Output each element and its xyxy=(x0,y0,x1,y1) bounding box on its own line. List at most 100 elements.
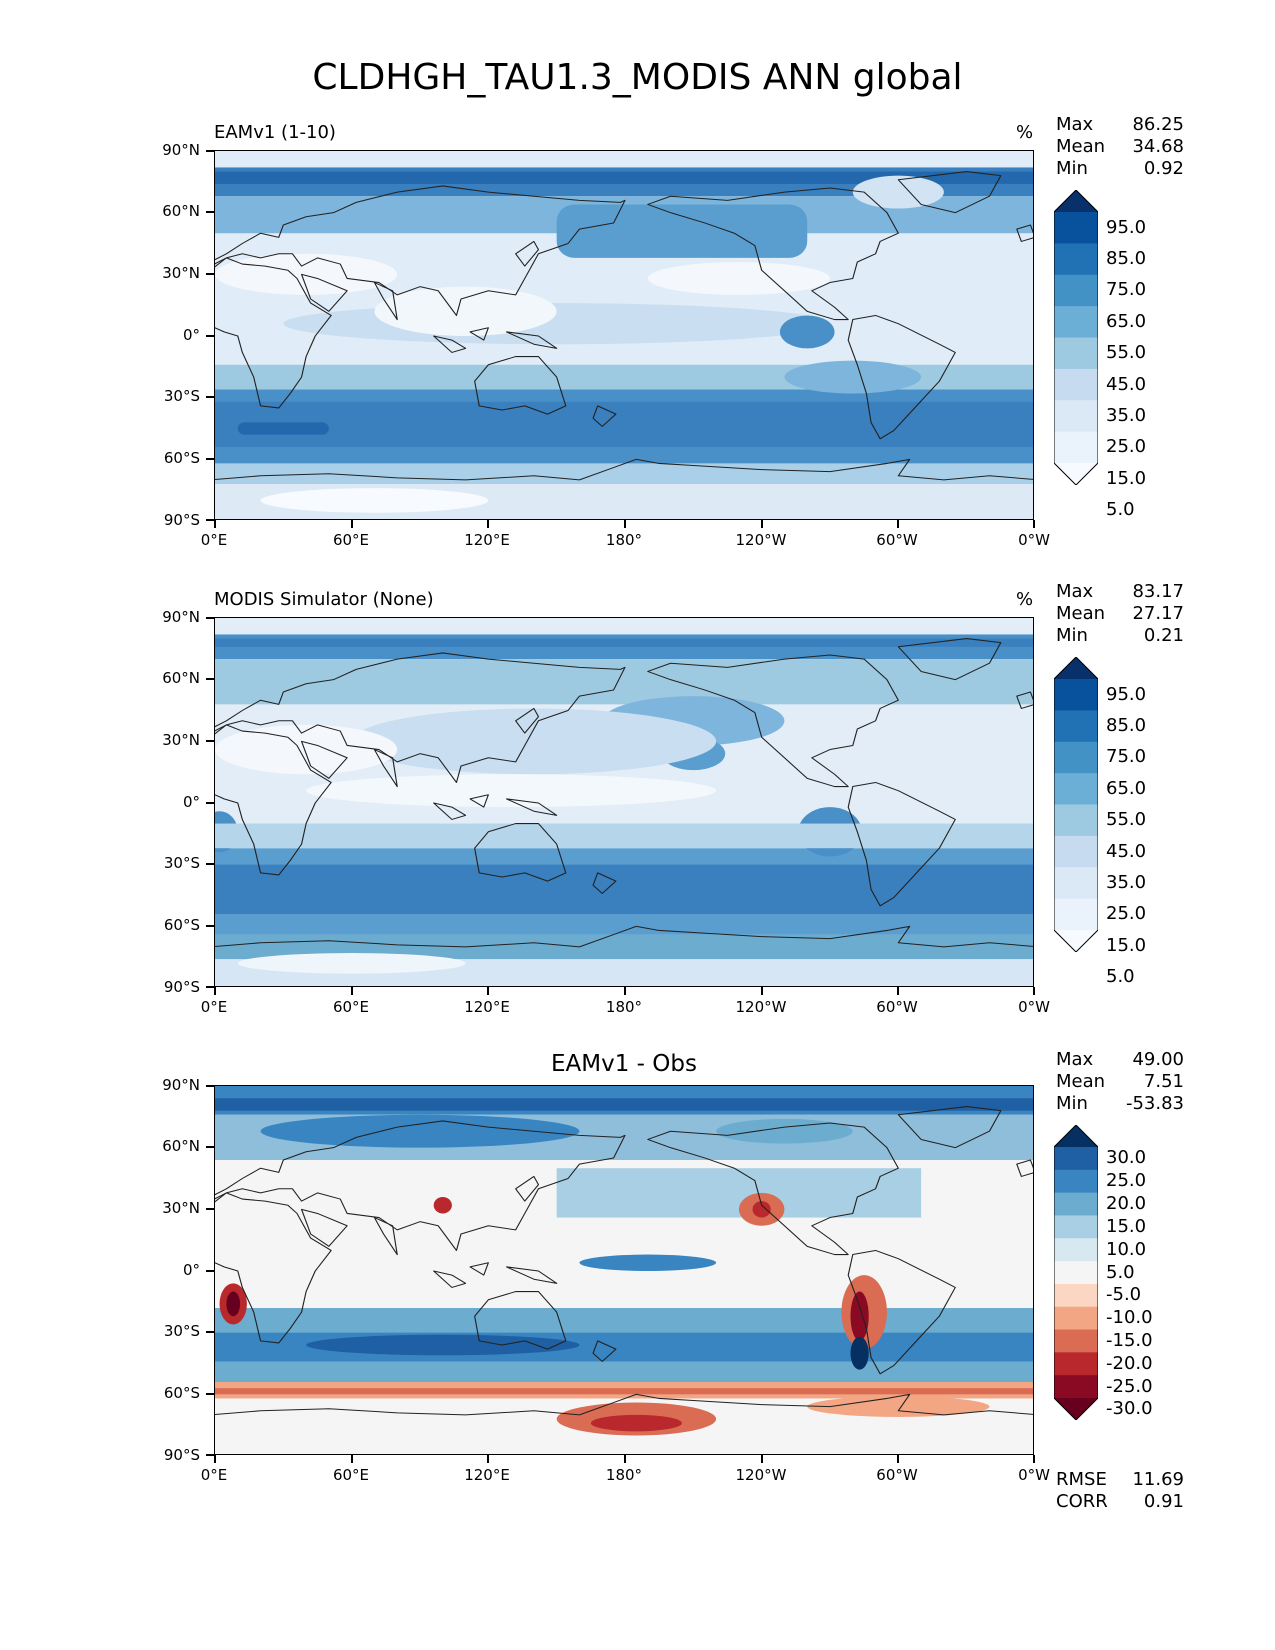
colorbar-tick-label: 30.0 xyxy=(1106,1147,1147,1169)
colorbar-tick-label: 10.0 xyxy=(1106,1238,1147,1260)
mean-value: 34.68 xyxy=(1132,136,1184,157)
lat-tick-label: 60°S xyxy=(163,449,200,467)
lat-tick-label: 30°N xyxy=(162,1199,200,1217)
lat-tick xyxy=(206,678,214,680)
colorbar-tick-label: 5.0 xyxy=(1106,499,1135,521)
lon-tick-label: 60°E xyxy=(332,1466,370,1484)
lat-tick xyxy=(206,617,214,619)
colorbar-tick-label: 55.0 xyxy=(1106,342,1147,364)
colorbar-tick-label: 15.0 xyxy=(1106,467,1147,489)
lat-tick-label: 30°S xyxy=(163,1322,200,1340)
colorbar-tick-label: 25.0 xyxy=(1106,903,1147,925)
colorbar-tick-label: -25.0 xyxy=(1106,1375,1153,1397)
max-value: 49.00 xyxy=(1132,1049,1184,1070)
units-label: % xyxy=(1016,122,1034,143)
colorbar-segment xyxy=(1054,867,1098,900)
mean-value: 7.51 xyxy=(1143,1071,1184,1092)
min-label: Min xyxy=(1056,158,1088,179)
min-value: 0.21 xyxy=(1143,625,1184,646)
colorbar-tick-label: 35.0 xyxy=(1106,871,1147,893)
min-label: Min xyxy=(1056,1093,1088,1114)
lon-tick-label: 120°E xyxy=(464,998,510,1016)
max-value: 83.17 xyxy=(1132,581,1184,602)
lat-tick-label: 90°N xyxy=(162,1076,200,1094)
colorbar-extend-bottom xyxy=(1054,463,1098,485)
lon-tick xyxy=(1033,987,1035,995)
colorbar-segment xyxy=(1054,835,1098,868)
lat-tick-label: 90°S xyxy=(163,1446,200,1464)
lon-tick-label: 0°W xyxy=(1018,998,1050,1016)
lat-tick xyxy=(206,740,214,742)
mean-label: Mean xyxy=(1056,603,1106,624)
lon-tick-label: 0°W xyxy=(1018,1466,1050,1484)
colorbar-graphic xyxy=(1053,1124,1099,1421)
colorbar-segment xyxy=(1054,243,1098,276)
lat-tick xyxy=(206,925,214,927)
panel-title: EAMv1 (1-10) xyxy=(214,122,336,143)
map-plot xyxy=(214,1085,1034,1455)
colorbar-tick-label: 55.0 xyxy=(1106,809,1147,831)
colorbar-segment xyxy=(1054,1329,1098,1353)
lon-tick-label: 120°W xyxy=(735,531,787,549)
lat-tick xyxy=(206,1454,214,1456)
colorbar-extend-bottom xyxy=(1054,930,1098,952)
panel-title: EAMv1 - Obs xyxy=(551,1051,697,1077)
lon-tick xyxy=(351,520,353,528)
colorbar-tick-label: 75.0 xyxy=(1106,279,1147,301)
colorbar-segment xyxy=(1054,1261,1098,1285)
rmse-label: RMSE xyxy=(1056,1469,1107,1490)
colorbar xyxy=(1053,656,1099,953)
lat-tick-label: 90°S xyxy=(163,978,200,996)
colorbar-segment xyxy=(1054,741,1098,774)
min-label: Min xyxy=(1056,625,1088,646)
lon-tick xyxy=(487,1455,489,1463)
colorbar-tick-label: 20.0 xyxy=(1106,1193,1147,1215)
corr-label: CORR xyxy=(1056,1491,1108,1512)
lon-tick xyxy=(624,1455,626,1463)
lon-tick xyxy=(1033,520,1035,528)
lat-tick xyxy=(206,1270,214,1272)
lat-tick-label: 30°S xyxy=(163,387,200,405)
colorbar-extend-top xyxy=(1054,190,1098,212)
colorbar-segment xyxy=(1054,773,1098,805)
lon-tick xyxy=(487,520,489,528)
colorbar-extend-bottom xyxy=(1054,1398,1098,1420)
colorbar-tick-label: -10.0 xyxy=(1106,1307,1153,1329)
lon-tick-label: 180° xyxy=(605,1466,643,1484)
colorbar-tick-label: 5.0 xyxy=(1106,1261,1135,1283)
colorbar-segment xyxy=(1054,431,1098,464)
lat-tick-label: 30°N xyxy=(162,731,200,749)
units-label: % xyxy=(1016,589,1034,610)
lon-tick xyxy=(761,987,763,995)
panel-title: MODIS Simulator (None) xyxy=(214,589,434,610)
lon-tick-label: 60°E xyxy=(332,531,370,549)
colorbar-tick-label: 85.0 xyxy=(1106,248,1147,270)
colorbar-tick-label: 15.0 xyxy=(1106,934,1147,956)
colorbar-segment xyxy=(1054,306,1098,338)
colorbar-segment xyxy=(1054,1283,1098,1308)
lon-tick xyxy=(214,1455,216,1463)
lon-tick-label: 120°W xyxy=(735,998,787,1016)
colorbar-segment xyxy=(1054,274,1098,307)
colorbar-segment xyxy=(1054,804,1098,837)
page-title: CLDHGH_TAU1.3_MODIS ANN global xyxy=(312,57,963,98)
max-label: Max xyxy=(1056,1049,1094,1070)
lat-tick-label: 0° xyxy=(182,793,200,811)
colorbar-segment xyxy=(1054,1352,1098,1376)
colorbar-segment xyxy=(1054,212,1098,244)
lat-tick xyxy=(206,335,214,337)
lon-tick xyxy=(897,520,899,528)
panel-observation: MODIS Simulator (None) % Max 83.17 Mean 27… xyxy=(0,581,1275,1057)
colorbar-segment xyxy=(1054,1375,1098,1399)
colorbar-tick-label: -30.0 xyxy=(1106,1398,1153,1420)
lat-tick-label: 60°N xyxy=(162,202,200,220)
mean-value: 27.17 xyxy=(1132,603,1184,624)
colorbar-tick-label: -5.0 xyxy=(1106,1284,1142,1306)
stats-box: Max 86.25 Mean 34.68 Min 0.92 xyxy=(1056,114,1184,180)
lat-tick xyxy=(206,1208,214,1210)
lon-tick xyxy=(761,1455,763,1463)
lat-tick-label: 90°N xyxy=(162,608,200,626)
lon-tick xyxy=(214,987,216,995)
colorbar-tick-label: 95.0 xyxy=(1106,216,1147,238)
min-value: -53.83 xyxy=(1125,1093,1184,1114)
